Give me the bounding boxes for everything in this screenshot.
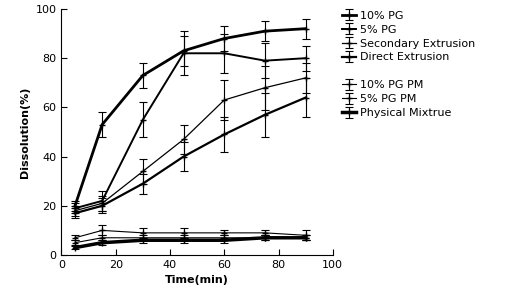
Y-axis label: Dissolution(%): Dissolution(%) xyxy=(20,86,30,178)
Legend: 10% PG, 5% PG, Secondary Extrusion, Direct Extrusion, , 10% PG PM, 5% PG PM, Phy: 10% PG, 5% PG, Secondary Extrusion, Dire… xyxy=(341,10,476,119)
X-axis label: Time(min): Time(min) xyxy=(165,275,229,285)
